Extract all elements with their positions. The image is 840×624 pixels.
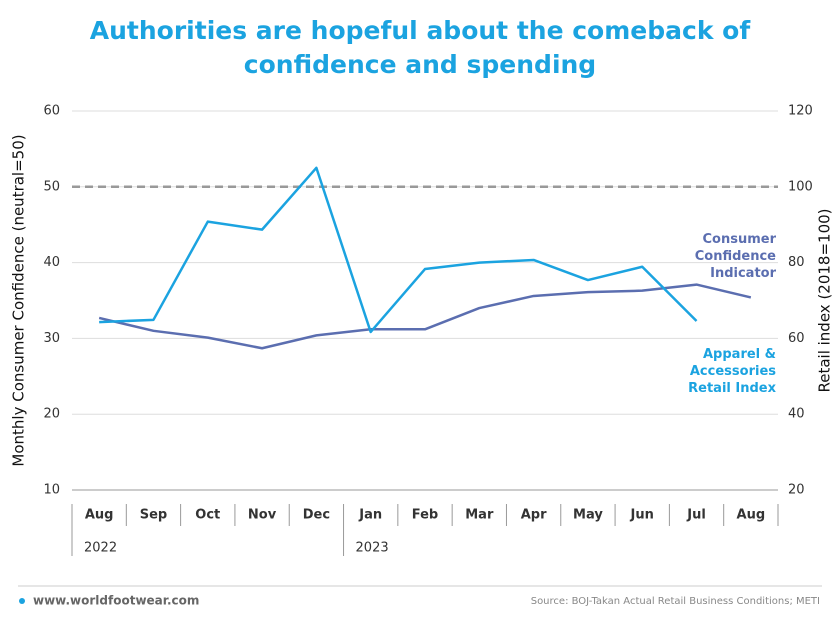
series-label: Apparel & Accessories Retail Index xyxy=(688,347,776,396)
x-tick-label: Feb xyxy=(412,508,438,523)
y-tick-label: 30 xyxy=(43,331,60,346)
footer-dot xyxy=(19,598,25,604)
y-tick-label: 10 xyxy=(43,483,60,498)
y2-tick-label: 60 xyxy=(788,331,805,346)
series-line xyxy=(99,166,698,334)
x-tick-label: Apr xyxy=(521,508,547,523)
y-tick-label: 60 xyxy=(43,104,60,119)
x-group-label: 2023 xyxy=(356,541,389,556)
x-tick-label: Jul xyxy=(686,508,706,523)
y2-tick-label: 80 xyxy=(788,255,805,270)
series-line xyxy=(98,283,752,350)
x-tick-label: Jun xyxy=(630,508,654,523)
x-tick-label: Oct xyxy=(195,508,220,523)
y-tick-label: 20 xyxy=(43,407,60,422)
y2-tick-label: 20 xyxy=(788,483,805,498)
x-tick-label: Sep xyxy=(140,508,168,523)
x-tick-label: Mar xyxy=(465,508,494,523)
y-axis-label: Monthly Consumer Confidence (neutral=50) xyxy=(10,134,28,466)
x-tick-label: May xyxy=(573,508,603,523)
y2-axis-label: Retail index (2018=100) xyxy=(816,208,834,392)
x-tick-label: Dec xyxy=(303,508,330,523)
x-group-label: 2022 xyxy=(84,541,117,556)
y2-tick-label: 40 xyxy=(788,407,805,422)
y2-tick-label: 100 xyxy=(788,179,813,194)
y2-tick-label: 120 xyxy=(788,104,813,119)
y-tick-label: 50 xyxy=(43,179,60,194)
website: www.worldfootwear.com xyxy=(33,594,199,608)
source: Source: BOJ-Takan Actual Retail Business… xyxy=(531,596,820,607)
x-tick-label: Aug xyxy=(85,508,114,523)
y-tick-label: 40 xyxy=(43,255,60,270)
x-tick-label: Nov xyxy=(248,508,277,523)
x-tick-label: Jan xyxy=(358,508,382,523)
x-tick-label: Aug xyxy=(737,508,766,523)
chart-title: Authorities are hopeful about the comeba… xyxy=(89,16,751,79)
series-label: Consumer Confidence Indicator xyxy=(694,232,776,281)
